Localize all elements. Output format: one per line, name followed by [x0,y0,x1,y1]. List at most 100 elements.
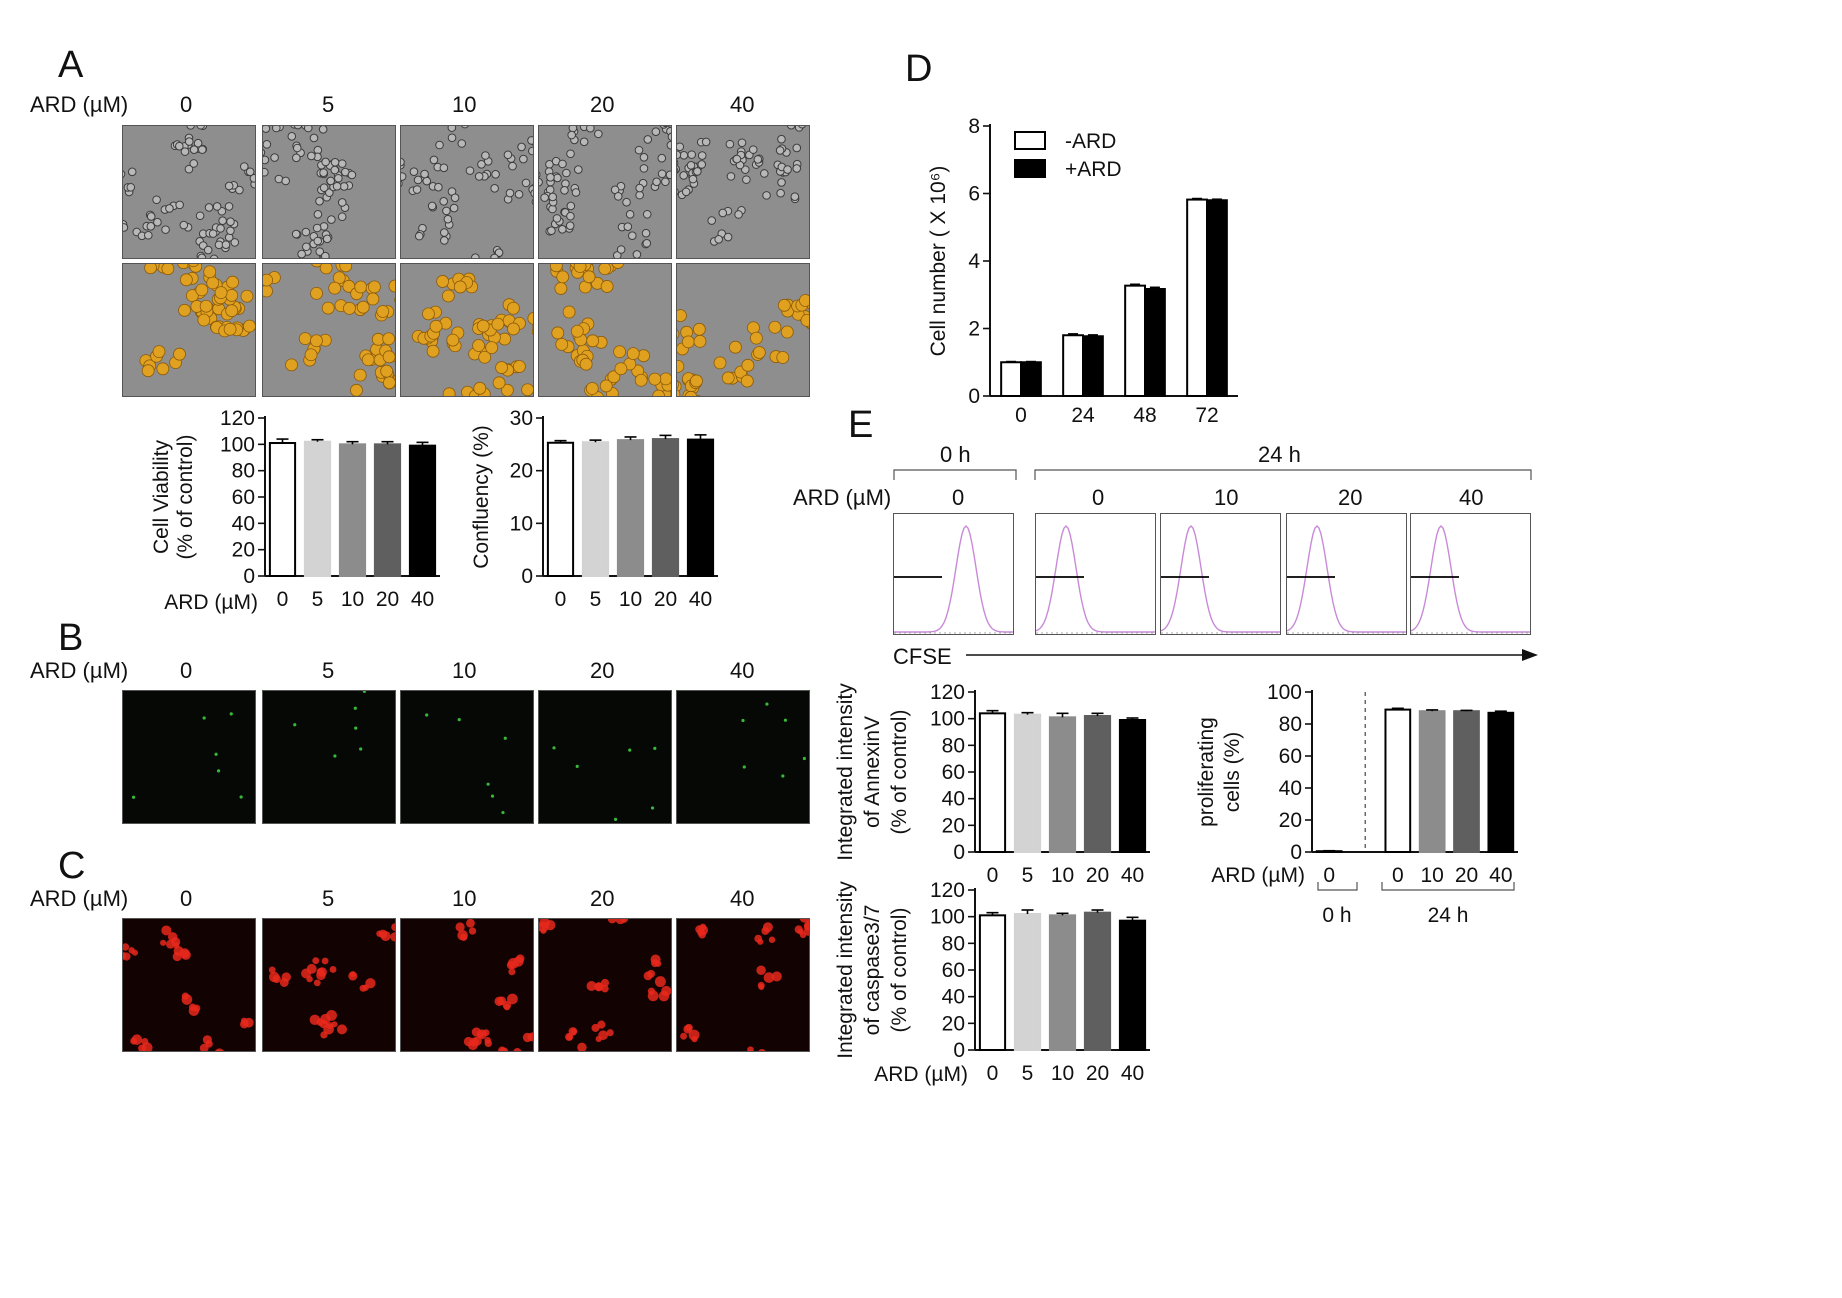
segmented-cell [599,379,613,393]
cell [439,228,449,237]
cell [325,188,334,198]
cell [319,222,329,231]
conc-header-b-1: 5 [322,658,335,683]
caspase-spot [594,982,604,992]
cell [777,134,786,144]
cell [315,247,325,256]
caspase-spot [539,921,549,933]
cell [291,229,301,239]
cell [558,159,567,169]
y-tick-label: 2 [968,318,980,341]
segmented-cell [354,280,368,294]
segmented-cell [304,348,318,362]
brightfield-image-20 [538,125,672,259]
cell [688,174,698,184]
cell [643,135,653,144]
cell [677,167,679,174]
y-tick-label: 60 [232,486,255,509]
segmented-cell [614,362,628,376]
cell [312,223,322,233]
caspase-spot [359,984,367,992]
cell [195,211,205,221]
cell [443,214,453,224]
cell [546,172,555,182]
segmented-cell [310,286,323,300]
legend-swatch [1014,131,1046,150]
cell [302,242,311,252]
cell [667,132,671,141]
caspase-spot [301,968,312,979]
segmented-cell [353,368,367,382]
caspase-spot [215,1049,222,1051]
cell [434,182,443,192]
histogram-curve [1287,524,1406,633]
cell [707,216,717,225]
x-tick-label: 20 [1086,864,1109,887]
segmented-cell [225,289,239,302]
cell [414,231,424,241]
cell [439,163,449,173]
segmented-cell [383,376,395,390]
cell [208,229,218,238]
cell [634,145,644,155]
segmented-cell [776,351,790,364]
caspase-spot [243,1017,254,1028]
caspase-spot [281,972,291,982]
cell [539,177,543,187]
caspase-spot [188,1003,197,1011]
segmented-cell [492,376,506,390]
cfse-histogram-3 [1286,513,1407,635]
cell [270,153,279,162]
x-tick-label: 0 [1392,864,1404,887]
caspase-spot [172,942,180,949]
segmented-cell [491,317,505,331]
caspase-spot [317,967,327,977]
cell [239,162,249,171]
segmented-cell [740,374,754,388]
caspase-spot [621,919,626,920]
cell [760,169,769,178]
cell [792,143,802,153]
cell [334,173,343,183]
cell [776,188,785,198]
segmented-cell [692,322,706,336]
caspase-spot [165,939,176,949]
cell [321,157,330,167]
conc-header-c-3: 20 [590,886,615,911]
legend-label: +ARD [1065,158,1122,181]
legend-swatch [1014,159,1046,178]
cell [189,159,199,168]
cell [651,127,661,136]
cell [657,153,667,163]
segmented-cell [388,279,395,293]
segmented-cell [185,289,199,303]
segmented-cell [356,300,370,314]
cell [212,202,222,211]
caspase-spot [179,948,190,959]
concentration-label-e: ARD (µM) [793,485,892,510]
segmented-cell [436,275,450,288]
x-tick-label: 20 [376,588,399,611]
cell [491,169,500,179]
segmentation-image-0 [122,263,256,397]
x-tick-label: 24 [1071,404,1095,427]
segmented-cell [549,264,563,273]
time-header-24h: 24 h [1258,442,1301,467]
caspase-spot [577,1042,587,1051]
annexin-dot [741,718,745,723]
segmented-cell [677,389,681,396]
y-tick-label: 80 [232,460,255,483]
caspase-spot [205,1040,213,1048]
bar-+ARD-72 [1206,199,1228,397]
segmented-cell [156,362,170,376]
cell [790,192,800,201]
caspase-spot [161,925,172,936]
cell [547,226,556,235]
y-tick-label: 40 [232,512,255,535]
cell [635,183,644,193]
y-tick-label: 4 [968,250,980,273]
cell [293,126,303,130]
y-tick-label: 120 [930,879,965,902]
caspase-spot [698,925,709,936]
cell [146,221,156,231]
